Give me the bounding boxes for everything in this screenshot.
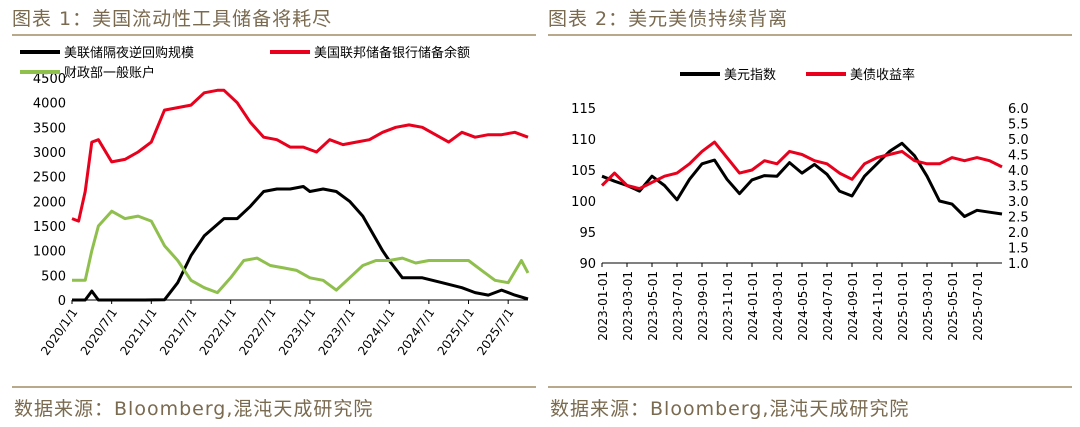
left-y-tick-label: 4500 [33,72,66,87]
left-x-tick-label: 2023/1/1 [276,306,318,358]
left-x-tick-label: 2024/7/1 [395,306,437,358]
left-x-tick-label: 2025/1/1 [435,306,477,358]
left-y-tick-label: 4000 [33,97,66,112]
right-x-tick-label: 2025-01-01 [896,271,910,341]
right-x-tick-label: 2024-11-01 [871,271,885,341]
left-legend-label: 美联储隔夜逆回购规模 [64,45,194,61]
right-footer-divider [548,386,1072,388]
left-y-tick-label: 3500 [33,121,66,136]
right-y-left-tick-label: 90 [579,257,596,272]
right-y-left-tick-label: 100 [571,195,596,210]
left-x-tick-label: 2022/7/1 [236,306,278,358]
right-y-right-tick-label: 2.5 [1008,211,1029,226]
right-title-divider [548,34,1072,36]
right-series-1-line [600,140,1003,191]
right-y-right-tick-label: 4.5 [1008,149,1029,164]
left-x-tick-label: 2021/1/1 [117,306,159,358]
left-x-tick-label: 2025/7/1 [474,306,516,358]
right-source-note: 数据来源：Bloomberg,混沌天成研究院 [550,398,910,420]
right-y-left-tick-label: 115 [571,102,596,117]
left-series-0-line [72,185,529,302]
left-x-tick-label: 2022/1/1 [197,306,239,358]
right-x-tick-label: 2023-07-01 [671,271,685,341]
right-y-right-tick-label: 6.0 [1008,102,1029,117]
right-y-right-tick-label: 2.0 [1008,226,1029,241]
right-x-tick-label: 2025-03-01 [921,271,935,341]
right-y-right-tick-label: 1.0 [1008,257,1029,272]
left-legend-label: 美国联邦储备银行储备余额 [314,45,470,61]
right-x-tick-label: 2024-03-01 [771,271,785,341]
right-y-left-tick-label: 110 [571,133,596,148]
left-chart: 0 500 1000 1500 2000 2500 3000 3500 4000 4500 2020… [20,45,530,358]
right-y-right-tick-label: 1.5 [1008,242,1029,257]
left-x-tick-label: 2023/7/1 [316,306,358,358]
right-y-left-tick-label: 95 [579,226,596,241]
left-footer-divider [12,386,536,388]
right-x-tick-label: 2023-09-01 [696,271,710,341]
left-y-tick-label: 1000 [33,245,66,260]
right-x-tick-label: 2023-11-01 [721,271,735,341]
left-legend-label: 财政部一般账户 [64,65,155,81]
left-y-tick-label: 1500 [33,220,66,235]
right-chart-title: 图表 2：美元美债持续背离 [548,8,789,30]
right-y-right-tick-label: 4.0 [1008,164,1029,179]
right-x-tick-label: 2024-09-01 [846,271,860,341]
right-series-0-line [601,141,1003,218]
left-series-1-line [71,88,529,223]
right-chart: 90 95 100 105 110 115 1.01.52.02.53.03.54.04.5… [571,67,1029,341]
left-title-divider [12,34,536,36]
right-x-tick-label: 2023-01-01 [596,271,610,341]
right-x-tick-label: 2024-07-01 [821,271,835,341]
left-chart-title: 图表 1：美国流动性工具储备将耗尽 [12,8,333,30]
right-x-tick-label: 2025-07-01 [971,271,985,341]
right-x-tick-label: 2023-05-01 [646,271,660,341]
left-source-note: 数据来源：Bloomberg,混沌天成研究院 [14,398,374,420]
left-series-2-line [72,209,530,295]
left-y-tick-label: 500 [41,269,66,284]
right-y-right-tick-label: 5.0 [1008,133,1029,148]
left-y-tick-label: 2000 [33,195,66,210]
right-legend-label: 美债收益率 [850,67,915,83]
right-x-tick-label: 2023-03-01 [621,271,635,341]
right-x-tick-label: 2024-05-01 [796,271,810,341]
right-x-tick-label: 2024-01-01 [746,271,760,341]
left-x-tick-label: 2020/7/1 [78,306,120,358]
right-y-left-tick-label: 105 [571,164,596,179]
right-y-right-tick-label: 5.5 [1008,118,1029,133]
left-x-tick-label: 2024/1/1 [355,306,397,358]
right-legend-label: 美元指数 [724,68,776,83]
right-y-right-tick-label: 3.0 [1008,195,1029,210]
left-y-tick-label: 3000 [33,146,66,161]
left-x-tick-label: 2021/7/1 [157,306,199,358]
right-y-right-tick-label: 3.5 [1008,180,1029,195]
left-y-tick-label: 0 [58,294,66,309]
left-y-tick-label: 2500 [33,171,66,186]
right-x-tick-label: 2025-05-01 [946,271,960,341]
left-x-tick-label: 2020/1/1 [38,306,80,358]
